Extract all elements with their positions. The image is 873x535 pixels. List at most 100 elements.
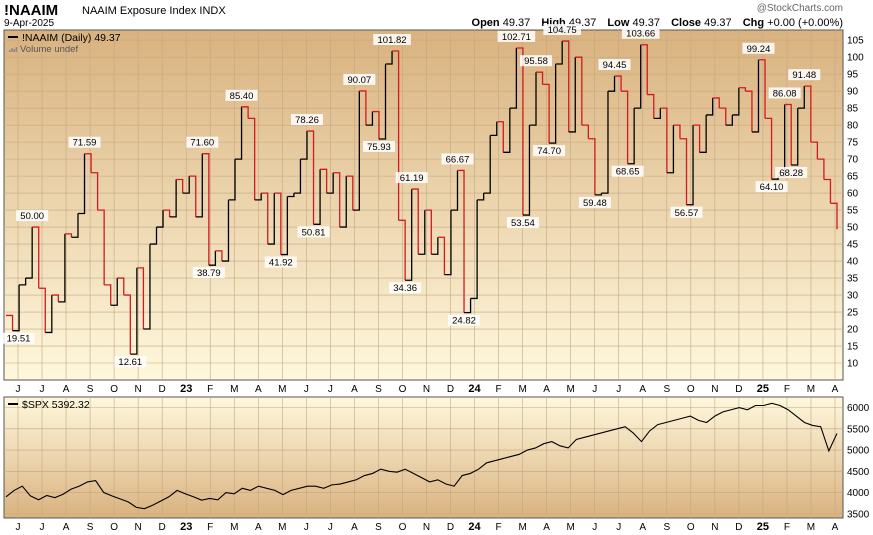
spx-x-tick-label: D bbox=[159, 522, 166, 533]
naaim-data-label: 91.48 bbox=[792, 70, 816, 81]
naaim-data-label: 99.24 bbox=[747, 44, 771, 55]
naaim-data-label: 71.60 bbox=[190, 138, 214, 149]
naaim-line-segment bbox=[372, 110, 380, 139]
naaim-data-label-bg bbox=[775, 166, 808, 178]
naaim-data-label: 95.58 bbox=[524, 56, 548, 67]
spx-x-tick-label: 23 bbox=[180, 521, 192, 533]
naaim-line-segment bbox=[64, 233, 73, 238]
naaim-line-segment bbox=[352, 90, 360, 211]
naaim-line-segment bbox=[254, 193, 262, 201]
naaim-data-label-bg bbox=[670, 206, 703, 218]
naaim-y-tick-label: 75 bbox=[847, 138, 859, 149]
spx-x-tick-label: N bbox=[711, 522, 718, 533]
spx-x-tick-label: A bbox=[639, 522, 646, 533]
naaim-data-label: 41.92 bbox=[269, 258, 293, 269]
naaim-line-segment bbox=[411, 188, 419, 255]
naaim-line-segment bbox=[45, 295, 53, 334]
naaim-data-label: 56.57 bbox=[675, 208, 699, 219]
naaim-x-tick-label: A bbox=[832, 384, 839, 395]
naaim-legend-label: !NAAIM (Daily) 49.37 bbox=[22, 32, 121, 44]
naaim-line-segment bbox=[182, 176, 190, 194]
spx-x-tick-label: M bbox=[278, 522, 286, 533]
naaim-x-tick-label: M bbox=[567, 384, 575, 395]
naaim-line-segment bbox=[732, 87, 740, 116]
naaim-line-segment bbox=[293, 159, 302, 194]
naaim-line-segment bbox=[385, 51, 393, 65]
naaim-line-segment bbox=[130, 267, 138, 355]
naaim-y-tick-label: 35 bbox=[847, 274, 859, 285]
spx-x-tick-label: J bbox=[40, 522, 45, 533]
naaim-line-segment bbox=[470, 199, 478, 300]
naaim-data-label-bg bbox=[768, 87, 801, 99]
spx-y-tick-label: 5000 bbox=[847, 446, 870, 457]
naaim-data-label-bg bbox=[362, 140, 395, 152]
naaim-data-label: 24.82 bbox=[452, 316, 476, 327]
spx-y-tick-label: 4500 bbox=[847, 467, 870, 478]
naaim-data-label-bg bbox=[389, 282, 422, 294]
naaim-line-segment bbox=[490, 121, 498, 136]
naaim-line-segment bbox=[437, 236, 446, 275]
naaim-line-segment bbox=[804, 85, 812, 143]
naaim-line-segment bbox=[117, 277, 125, 296]
naaim-line-segment bbox=[483, 135, 491, 194]
naaim-x-tick-label: F bbox=[496, 384, 502, 395]
naaim-data-label-bg bbox=[68, 136, 101, 148]
naaim-line-segment bbox=[424, 209, 432, 255]
naaim-x-tick-label: J bbox=[304, 384, 309, 395]
spx-x-tick-label: F bbox=[784, 522, 790, 533]
naaim-line-segment bbox=[516, 47, 524, 216]
naaim-line-segment bbox=[640, 44, 648, 95]
naaim-x-tick-label: J bbox=[16, 384, 21, 395]
naaim-y-tick-label: 20 bbox=[847, 325, 859, 336]
naaim-data-label-bg bbox=[578, 196, 611, 208]
naaim-line-segment bbox=[418, 210, 426, 255]
change-readout: Chg +0.00 (+0.00%) bbox=[742, 17, 843, 29]
naaim-line-segment bbox=[300, 131, 308, 160]
naaim-x-tick-label: N bbox=[423, 384, 430, 395]
naaim-line-segment bbox=[235, 106, 243, 160]
naaim-line-segment bbox=[758, 59, 766, 119]
naaim-line-segment bbox=[84, 153, 92, 173]
naaim-data-label: 66.67 bbox=[446, 154, 470, 165]
naaim-data-label-bg bbox=[343, 73, 376, 85]
naaim-volume-icon-bar bbox=[11, 48, 13, 52]
naaim-line-segment bbox=[699, 114, 707, 153]
naaim-line-segment bbox=[267, 193, 275, 245]
naaim-line-segment bbox=[195, 153, 203, 218]
naaim-data-label: 50.00 bbox=[20, 211, 44, 222]
spx-x-tick-label: N bbox=[423, 522, 430, 533]
naaim-volume-icon bbox=[9, 47, 18, 52]
naaim-line-segment bbox=[189, 175, 197, 217]
naaim-data-label-bg bbox=[264, 256, 297, 268]
naaim-data-label: 101.82 bbox=[378, 35, 407, 46]
naaim-data-label-bg bbox=[192, 267, 225, 279]
naaim-x-tick-label: S bbox=[375, 384, 382, 395]
naaim-x-tick-label: A bbox=[63, 384, 70, 395]
chart-date: 9-Apr-2025 bbox=[4, 18, 55, 29]
spx-x-tick-label: J bbox=[592, 522, 597, 533]
spx-y-tick-label: 4000 bbox=[847, 488, 870, 499]
naaim-data-label: 68.28 bbox=[779, 168, 803, 179]
stockcharts-watermark[interactable]: @StockCharts.com bbox=[756, 3, 843, 14]
naaim-line-segment bbox=[221, 199, 230, 262]
naaim-line-segment bbox=[712, 97, 720, 109]
naaim-line-segment bbox=[810, 141, 819, 160]
naaim-y-tick-label: 85 bbox=[847, 104, 859, 115]
naaim-line-segment bbox=[562, 40, 570, 132]
spx-x-tick-label: 24 bbox=[468, 521, 481, 533]
naaim-line-segment bbox=[333, 172, 341, 228]
naaim-line-segment bbox=[287, 193, 295, 198]
spx-legend-label: $SPX 5392.32 bbox=[22, 399, 90, 411]
naaim-line-segment bbox=[51, 294, 59, 302]
naaim-line-segment bbox=[241, 106, 249, 119]
naaim-line-segment bbox=[405, 189, 413, 281]
spx-x-tick-label: D bbox=[735, 522, 742, 533]
naaim-line-segment bbox=[817, 158, 825, 180]
naaim-data-label-bg bbox=[225, 89, 258, 101]
naaim-line-segment bbox=[666, 125, 675, 174]
naaim-data-label-bg bbox=[2, 332, 35, 344]
naaim-x-tick-label: 23 bbox=[180, 383, 192, 395]
naaim-line-segment bbox=[169, 179, 177, 218]
naaim-line-segment bbox=[313, 169, 321, 225]
